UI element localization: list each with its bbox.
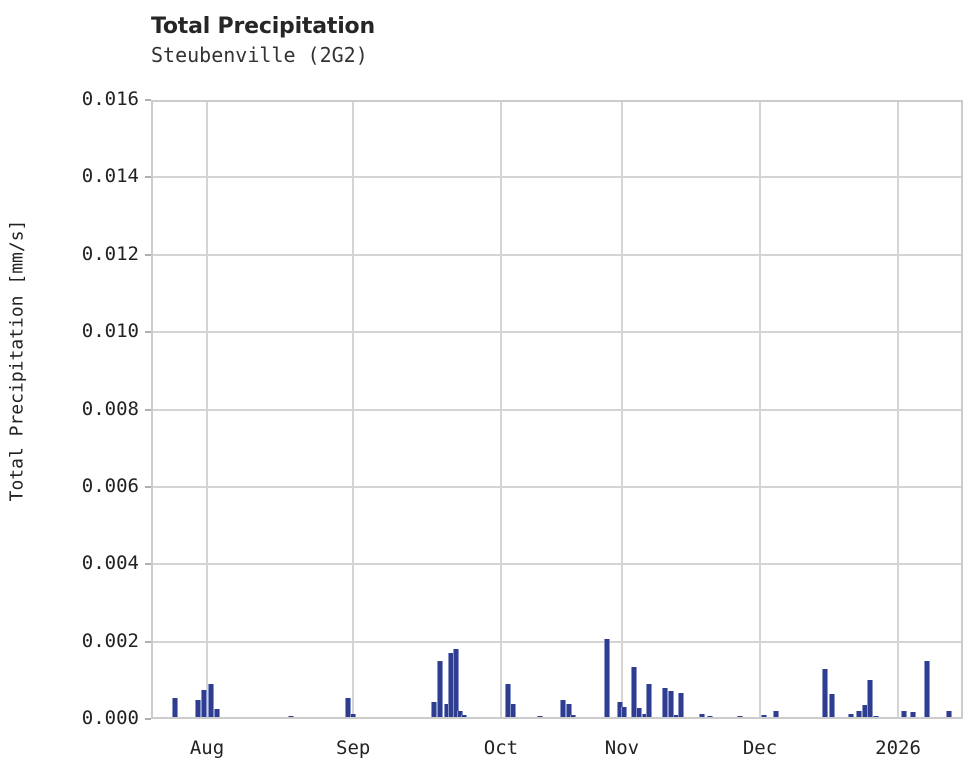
x-tick-label: Dec — [742, 737, 778, 759]
y-tick-label: 0.006 — [81, 474, 139, 497]
y-tick-label: 0.004 — [81, 552, 139, 575]
x-tick-label: 2026 — [875, 737, 921, 759]
x-tick-label: Nov — [604, 737, 640, 759]
bar — [345, 697, 352, 719]
bar — [559, 700, 566, 719]
y-tick-label: 0.008 — [81, 397, 139, 420]
page-title: Total Precipitation — [151, 14, 375, 39]
bar — [667, 691, 674, 719]
bar — [172, 697, 179, 719]
gridline-horizontal — [151, 253, 963, 256]
bar — [698, 714, 705, 719]
bar — [431, 701, 438, 719]
gridline-vertical — [206, 100, 209, 719]
gridline-vertical — [897, 100, 900, 719]
gridline-horizontal — [151, 640, 963, 643]
gridline-horizontal — [151, 331, 963, 334]
y-tick-mark — [145, 99, 151, 101]
y-tick-mark — [145, 253, 151, 256]
bar — [194, 700, 201, 719]
bar — [631, 666, 638, 719]
bar — [829, 693, 836, 719]
y-tick-mark — [145, 408, 151, 411]
bar — [821, 668, 828, 719]
bar — [873, 715, 880, 719]
bar — [736, 715, 743, 719]
bar — [437, 660, 444, 719]
bar — [946, 711, 953, 719]
bar-series — [151, 100, 963, 719]
gridline-horizontal — [151, 485, 963, 488]
bar — [761, 715, 768, 719]
bar — [570, 715, 577, 719]
bar — [536, 715, 543, 719]
gridline-vertical — [759, 100, 761, 719]
bar — [510, 703, 517, 719]
y-tick-mark — [145, 640, 151, 643]
y-axis-label: Total Precipitation [mm/s] — [0, 0, 34, 720]
y-tick-mark — [145, 718, 151, 720]
gridline-horizontal — [151, 176, 963, 179]
bar — [200, 689, 207, 719]
bar — [207, 684, 214, 719]
x-tick-label: Aug — [189, 737, 225, 759]
bar — [350, 714, 357, 719]
bar — [452, 649, 459, 719]
gridline-horizontal — [151, 563, 963, 566]
bar — [566, 704, 573, 719]
y-tick-label: 0.014 — [81, 165, 139, 188]
y-tick-label: 0.000 — [81, 707, 139, 729]
gridline-vertical — [499, 100, 502, 719]
bar — [856, 710, 863, 719]
gridline-vertical — [352, 100, 355, 719]
x-tick-label: Sep — [336, 737, 371, 759]
y-tick-label: 0.010 — [81, 320, 139, 343]
bar — [910, 712, 917, 719]
bar — [861, 705, 868, 719]
y-tick-mark — [145, 331, 151, 334]
bar — [924, 660, 931, 719]
y-axis-label-text: Total Precipitation [mm/s] — [6, 219, 28, 501]
bar — [678, 692, 685, 719]
y-tick-label: 0.002 — [81, 629, 139, 652]
bar — [867, 680, 874, 719]
bar — [603, 638, 610, 719]
bar — [460, 715, 467, 719]
bar — [773, 711, 780, 719]
y-tick-mark — [145, 485, 151, 488]
y-tick-mark — [145, 563, 151, 566]
bar — [287, 715, 294, 719]
y-tick-label: 0.016 — [81, 88, 139, 110]
title-block: Total Precipitation Steubenville (2G2) — [151, 14, 851, 68]
bar — [456, 711, 463, 719]
plot-area — [151, 100, 963, 719]
gridline-vertical — [620, 100, 623, 719]
bar — [621, 707, 628, 719]
x-tick-label: Oct — [483, 737, 519, 759]
gridline-horizontal — [151, 408, 963, 411]
bar — [900, 711, 907, 719]
bar — [706, 715, 713, 719]
y-tick-label: 0.012 — [81, 242, 139, 265]
bar — [847, 714, 854, 719]
y-tick-mark — [145, 176, 151, 179]
bar — [213, 708, 220, 719]
bar — [645, 684, 652, 719]
bar — [661, 688, 668, 719]
bar — [636, 708, 642, 719]
bar — [505, 684, 512, 719]
chart-subtitle: Steubenville (2G2) — [151, 43, 368, 67]
